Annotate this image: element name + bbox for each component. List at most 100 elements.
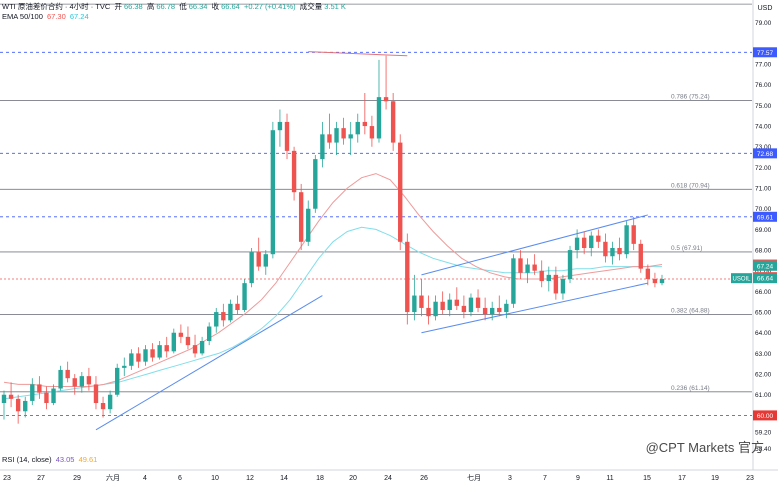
y-tick-label: 58.40 <box>755 446 772 453</box>
candle-body <box>327 134 332 143</box>
y-tick-label: 74.00 <box>755 124 772 131</box>
x-tick-label: 20 <box>349 475 357 482</box>
candle-body <box>511 258 516 304</box>
candle-body <box>37 384 42 393</box>
candle-body <box>79 376 85 387</box>
level-badge-label: 72.68 <box>757 151 774 158</box>
candle-body <box>107 394 113 410</box>
fib-level-label: 0.618 (70.94) <box>671 182 710 189</box>
x-tick-label: 19 <box>711 475 719 482</box>
x-tick-label: 9 <box>576 475 580 482</box>
low-label: 低 <box>179 2 187 11</box>
candle-body <box>313 159 318 209</box>
x-tick-label: 3 <box>508 475 512 482</box>
x-tick-label: 26 <box>420 475 428 482</box>
price-axis-panel <box>753 0 778 482</box>
candle-body <box>369 126 375 139</box>
x-tick-label: 18 <box>316 475 324 482</box>
close-value: 66.64 <box>221 2 240 11</box>
support-trendline <box>95 295 323 431</box>
ema-label: EMA 50/100 <box>2 12 43 21</box>
rsi-legend: RSI (14, close) 43.05 49.61 <box>2 455 99 464</box>
level-badge <box>753 148 777 159</box>
candle-body <box>398 142 403 242</box>
y-tick-label: 71.00 <box>755 186 772 193</box>
candle-body <box>291 150 297 193</box>
candle-body <box>475 297 481 308</box>
y-tick-label: 63.00 <box>755 351 772 358</box>
level-badge-label: 69.61 <box>757 214 774 221</box>
fib-level-label: 0.5 (67.91) <box>671 245 702 252</box>
rsi-value-2: 49.61 <box>78 455 98 464</box>
ema100-line <box>3 226 662 400</box>
close-label: 收 <box>211 2 220 11</box>
level-badge-label: 60.00 <box>757 413 774 420</box>
y-tick-label: 70.00 <box>755 206 772 213</box>
candle-body <box>631 225 636 244</box>
candle-body <box>263 254 268 267</box>
fib-level-label: 0.382 (64.88) <box>671 308 710 315</box>
y-tick-label: 79.00 <box>755 20 772 27</box>
y-tick-label: 72.00 <box>755 165 772 172</box>
candle-body <box>581 237 587 248</box>
y-tick-label: 66.00 <box>755 289 772 296</box>
x-tick-label: 7 <box>543 475 547 482</box>
candle-body <box>65 369 70 379</box>
candle-body <box>270 130 276 255</box>
symbol-tag <box>731 273 752 284</box>
candle-body <box>249 252 254 284</box>
candle-body <box>298 192 304 242</box>
x-tick-label: 14 <box>280 475 288 482</box>
candle-body <box>164 345 169 352</box>
x-tick-label: 七月 <box>467 473 481 482</box>
candle-body <box>23 400 28 412</box>
x-tick-label: 24 <box>384 475 392 482</box>
candle-body <box>461 305 467 313</box>
candle-body <box>93 384 99 403</box>
candle-body <box>100 403 106 410</box>
x-tick-label: 10 <box>211 475 219 482</box>
candle-body <box>86 376 92 385</box>
rsi-value-1: 43.05 <box>55 455 75 464</box>
candle-body <box>610 248 615 257</box>
candle-body <box>44 392 49 403</box>
candle-body <box>645 268 651 279</box>
fib-level-label: 0.786 (75.24) <box>671 93 710 100</box>
price-badge <box>753 260 777 271</box>
y-tick-label: 73.00 <box>755 144 772 151</box>
x-tick-label: 23 <box>3 475 11 482</box>
x-tick-label: 11 <box>606 475 613 482</box>
candle-body <box>242 283 247 310</box>
candle-body <box>659 279 665 284</box>
candle-body <box>355 121 360 135</box>
candle-body <box>341 128 346 139</box>
candle-body <box>532 264 537 271</box>
candle-body <box>334 128 339 143</box>
candle-body <box>490 307 495 315</box>
channel-lower-line <box>421 282 648 334</box>
high-value: 66.78 <box>156 2 176 11</box>
resistance-trendline <box>308 51 408 57</box>
candle-body <box>589 235 594 248</box>
y-tick-label: 65.00 <box>755 310 772 317</box>
candle-body <box>454 299 460 306</box>
candle-body <box>58 369 63 389</box>
high-label: 高 <box>146 2 155 11</box>
y-tick-label: 75.00 <box>755 103 772 110</box>
chart-header: WTI 原油差价合约 · 4小时 · TVC 开 66.38 高 66.78 低 66… <box>2 1 348 12</box>
candle-body <box>143 349 148 362</box>
candle-body <box>638 243 643 269</box>
candle-body <box>150 349 155 358</box>
candle-body <box>525 264 530 273</box>
open-label: 开 <box>114 2 122 11</box>
candle-body <box>405 241 410 313</box>
channel-upper-line <box>421 214 648 276</box>
candle-body <box>497 307 502 313</box>
x-tick-label: 29 <box>73 475 81 482</box>
candle-body <box>256 252 261 267</box>
candle-body <box>178 332 184 337</box>
candle-body <box>412 295 417 313</box>
candle-body <box>504 303 509 313</box>
